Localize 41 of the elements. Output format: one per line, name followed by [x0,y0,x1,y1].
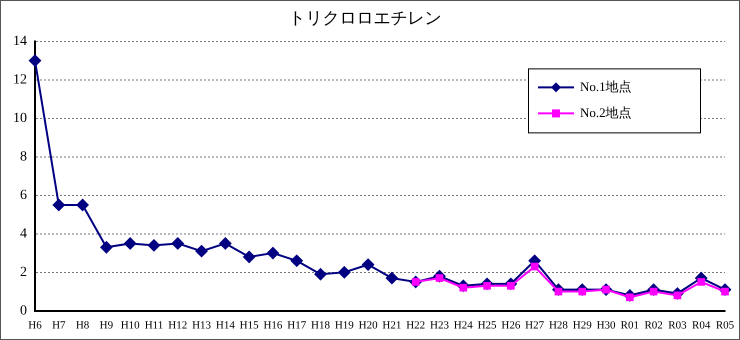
x-tick-label: H19 [334,319,354,332]
y-tick-label: 10 [13,111,27,126]
x-tick-label: H21 [382,319,402,332]
x-tick-label: R05 [716,319,735,332]
x-tick-label: H9 [100,319,114,332]
y-tick-label: 14 [13,34,27,50]
y-tick-label: 2 [20,264,27,280]
legend-label: No.1地点 [580,78,632,94]
x-tick-label: H11 [144,319,164,332]
x-tick-label: H23 [430,319,450,332]
x-tick-label: H25 [478,319,498,332]
legend-label: No.2地点 [580,104,632,120]
x-tick-label: R01 [620,319,639,332]
x-tick-label: H28 [548,319,568,332]
x-tick-label: H17 [287,319,307,332]
chart-title: トリクロロエチレン [288,8,442,28]
y-tick-label: 0 [20,303,27,318]
x-tick-label: H22 [406,319,426,332]
x-tick-label: H18 [311,319,330,332]
x-tick-label: H24 [454,319,474,332]
x-tick-label: H16 [263,319,283,332]
x-tick-label: H8 [76,319,90,332]
x-tick-label: H7 [52,319,66,332]
y-tick-label: 4 [20,226,27,242]
x-tick-label: H6 [28,319,42,332]
x-tick-label: H15 [240,319,260,332]
x-tick-label: H29 [572,319,592,332]
x-tick-label: H27 [525,319,545,332]
x-tick-label: H13 [192,319,212,332]
x-tick-label: H14 [216,319,236,332]
x-tick-label: R04 [692,319,711,332]
x-tick-label: H10 [120,319,140,332]
x-tick-label: H20 [358,319,378,332]
x-tick-label: R02 [644,319,663,332]
x-tick-label: H30 [596,319,616,332]
x-tick-label: H26 [501,319,521,332]
x-tick-label: R03 [668,319,688,332]
y-tick-label: 12 [13,72,27,88]
y-tick-label: 8 [20,150,27,165]
x-tick-label: H12 [168,319,188,332]
y-tick-label: 6 [20,188,27,204]
